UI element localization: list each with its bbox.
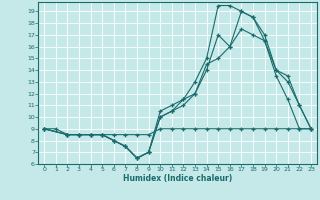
X-axis label: Humidex (Indice chaleur): Humidex (Indice chaleur) (123, 174, 232, 183)
